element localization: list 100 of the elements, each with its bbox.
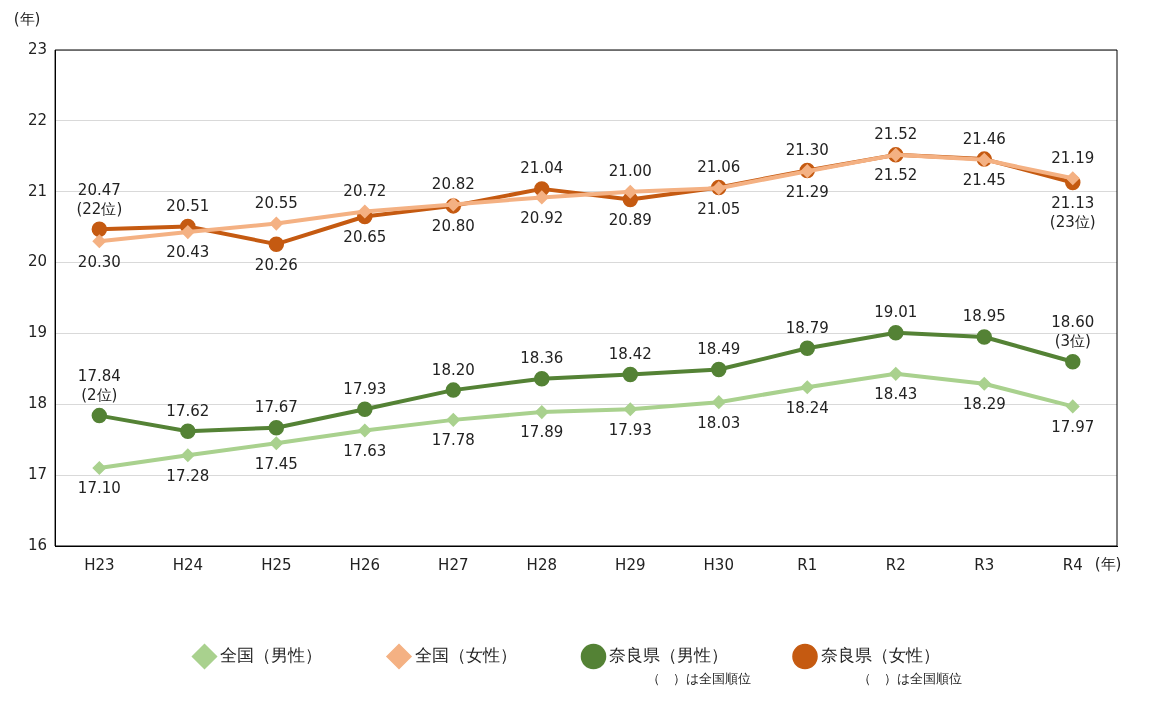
data-label: 18.24 [785,398,829,417]
x-tick-label: H25 [261,555,292,574]
point [711,361,727,378]
y-tick-label: 23 [27,39,48,58]
x-tick-label: H28 [526,555,557,574]
data-label: 21.04 [520,159,564,178]
point [446,413,461,427]
data-label: 21.13 (23位) [1049,193,1096,231]
legend-label: 奈良県（男性） [609,644,728,665]
data-label: 20.72 [343,181,387,200]
point [976,329,993,345]
data-label: 17.10 [77,479,121,498]
point [1066,399,1080,414]
y-tick-label: 18 [27,394,48,413]
data-label: 20.51 [166,196,210,215]
data-label: 21.52 [874,166,918,185]
data-label: 20.43 [166,243,210,262]
y-tick-label: 19 [27,323,48,342]
data-label: 21.06 [697,157,741,176]
point [977,376,992,391]
x-tick-label: H24 [172,555,204,574]
y-tick-label: 20 [27,252,48,271]
legend-label: 全国（女性） [414,644,517,665]
data-label: 17.97 [1051,417,1095,436]
data-label: 17.78 [431,431,475,450]
point [1066,171,1080,185]
data-label: 21.52 [874,125,918,144]
x-tick-label: R4 [1062,555,1083,574]
text: （ ）は全国順位 [858,670,962,686]
data-label: 18.79 [785,318,829,337]
y-axis-title: (年) [13,10,41,29]
x-tick-label: R3 [974,555,995,574]
text: （ ）は全国順位 [646,670,751,686]
point [445,382,462,398]
data-label: 21.05 [697,199,741,218]
point [1065,354,1081,370]
data-label: 21.45 [962,171,1006,190]
point [269,216,284,231]
data-label: 20.55 [254,193,298,212]
data-label: 18.95 [962,307,1006,326]
data-label: 20.30 [77,252,121,271]
data-label: 20.89 [608,210,652,229]
x-tick-label: H27 [438,555,469,574]
data-label: 17.93 [608,420,652,439]
point [91,407,108,424]
data-label: 18.20 [431,360,475,379]
data-label: 20.82 [431,174,475,193]
y-tick-label: 17 [27,465,48,484]
data-label: 20.92 [520,208,564,227]
x-tick-label: H23 [84,555,115,574]
data-label: 21.30 [785,140,829,159]
y-tick-label: 22 [27,110,48,129]
point [92,461,107,475]
data-label: 21.00 [608,162,652,181]
data-label: 17.45 [254,454,298,473]
point [888,324,904,341]
data-label: 20.65 [343,227,387,246]
data-label: 20.47 (22位) [76,180,123,218]
x-tick-label: R2 [885,555,906,574]
data-label: 18.42 [608,344,652,363]
point [357,401,373,417]
data-label: 17.67 [254,398,298,417]
point [92,234,107,249]
point [181,225,195,239]
data-label: 18.43 [874,385,918,404]
point [358,204,372,219]
point [268,419,285,436]
point [180,423,196,439]
x-tick-label: H29 [615,555,646,574]
legend-label: 全国（男性） [220,644,322,665]
data-label: 17.89 [520,423,564,442]
point [799,340,816,357]
y-tick-label: 16 [27,535,48,554]
y-tick-label: 21 [27,181,48,200]
data-label: 17.63 [343,441,387,460]
point [181,448,195,463]
point [535,190,549,205]
data-label: 19.01 [874,303,918,322]
legend-label: 奈良県（女性） [820,644,940,665]
data-label: 18.60 (3位) [1051,313,1095,351]
point [358,423,372,438]
data-label: 20.80 [431,217,475,236]
data-label: 21.46 [962,129,1006,148]
data-label: 18.29 [962,395,1006,414]
x-tick-label: H30 [703,555,734,574]
point [800,380,815,395]
data-label: 21.29 [785,182,829,201]
data-label: 18.36 [520,349,564,368]
x-tick-label: H26 [349,555,380,574]
data-label: 17.62 [166,401,210,420]
data-label: 17.93 [343,379,387,398]
point [623,402,638,416]
data-label: 17.84 (2位) [77,367,121,405]
data-label: 18.49 [697,339,741,358]
point [268,236,285,252]
data-label: 18.03 [697,413,741,432]
data-label: 17.28 [166,466,210,485]
point [534,371,550,387]
x-tick-label: R1 [797,555,818,574]
point [623,184,638,199]
